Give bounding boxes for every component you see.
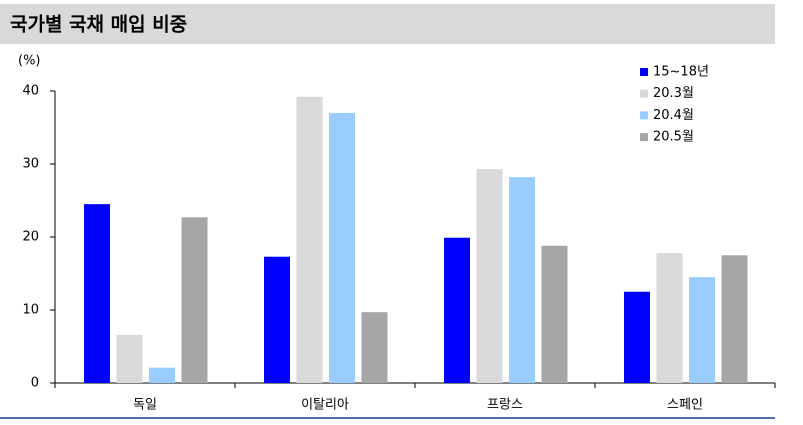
y-tick-label: 20 xyxy=(22,230,39,245)
y-tick-label: 10 xyxy=(22,303,39,318)
y-tick-label: 40 xyxy=(22,84,39,99)
x-tick-label: 이탈리아 xyxy=(301,398,349,413)
legend-label: 20.5월 xyxy=(653,130,694,145)
x-tick-label: 프랑스 xyxy=(487,398,523,413)
legend-swatch xyxy=(640,68,648,76)
y-axis-label: (%) xyxy=(18,54,41,69)
bar xyxy=(689,277,715,383)
legend-swatch xyxy=(640,89,648,98)
bar xyxy=(116,334,143,383)
bar xyxy=(721,255,748,383)
y-tick-label: 30 xyxy=(22,157,39,172)
legend-label: 15~18년 xyxy=(653,65,709,80)
legend-label: 20.4월 xyxy=(653,108,694,123)
x-tick-label: 독일 xyxy=(133,398,157,413)
bar xyxy=(264,256,290,383)
bar xyxy=(361,312,388,383)
bar xyxy=(329,112,355,384)
legend-swatch xyxy=(640,133,648,142)
bar xyxy=(84,204,110,383)
bar xyxy=(476,169,503,383)
legend-label: 20.3월 xyxy=(653,86,694,101)
chart-title: 국가별 국채 매입 비중 xyxy=(10,14,187,36)
bar xyxy=(296,96,323,383)
bar xyxy=(541,245,568,383)
bar xyxy=(509,177,535,383)
legend-swatch xyxy=(640,111,648,120)
title-band xyxy=(0,4,775,44)
bar xyxy=(149,367,175,383)
bar xyxy=(444,237,470,383)
bar xyxy=(624,291,650,383)
y-tick-label: 0 xyxy=(31,376,39,391)
bar xyxy=(656,253,683,383)
x-tick-label: 스페인 xyxy=(667,398,703,413)
bar xyxy=(181,217,208,383)
